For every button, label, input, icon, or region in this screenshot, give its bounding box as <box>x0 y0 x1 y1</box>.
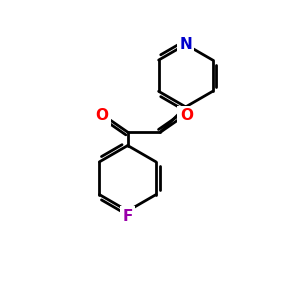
Text: F: F <box>122 209 133 224</box>
Text: O: O <box>180 108 193 123</box>
Text: O: O <box>95 108 108 123</box>
Text: N: N <box>179 37 192 52</box>
